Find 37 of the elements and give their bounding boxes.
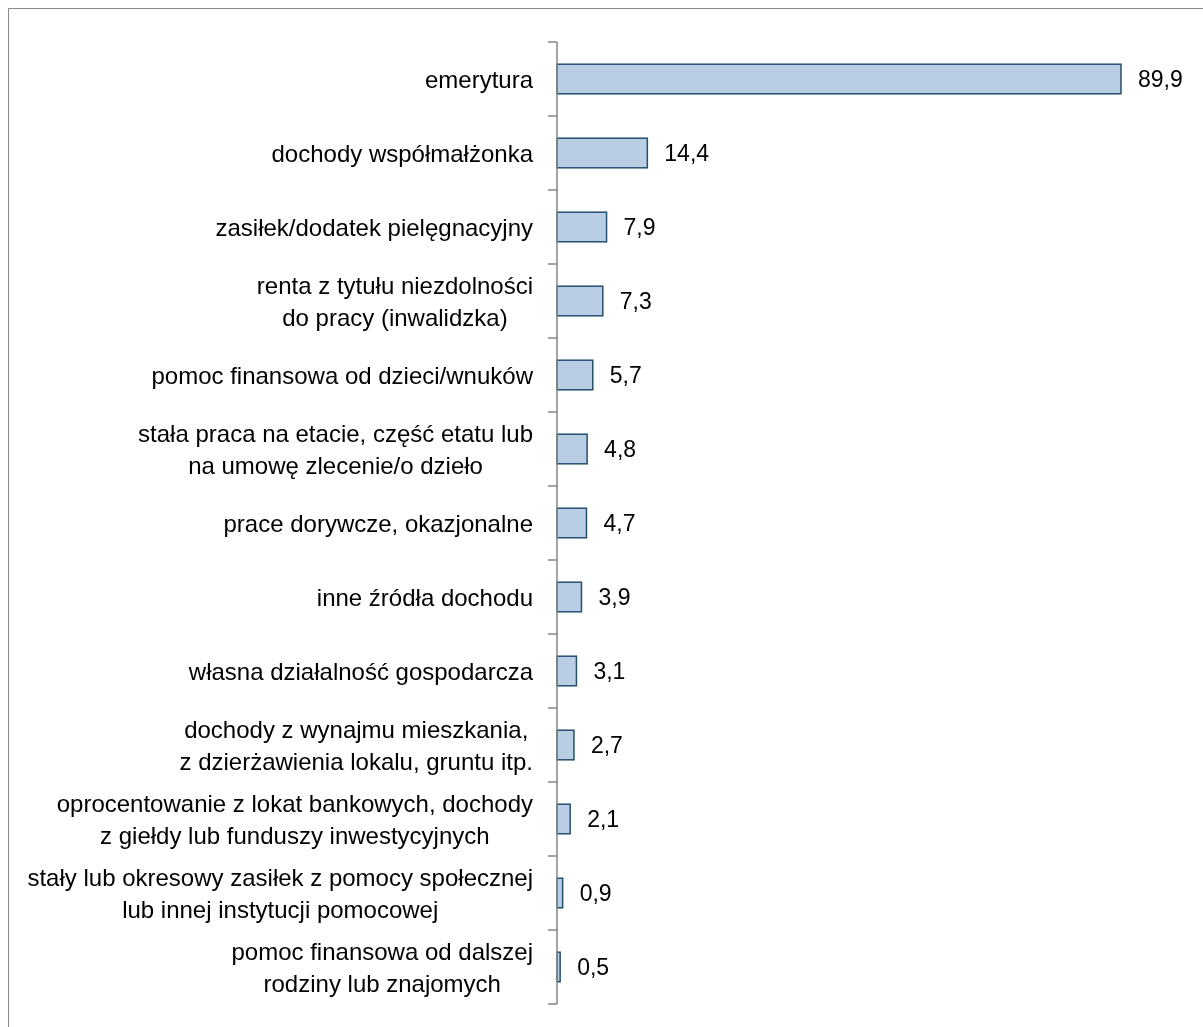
bar — [556, 285, 604, 317]
bar — [556, 137, 649, 169]
y-tick-label: stały lub okresowy zasiłek z pomocy społecznej lub innej instytucji pomocowej — [27, 863, 533, 923]
data-label: 3,9 — [598, 584, 631, 610]
data-label: 2,7 — [590, 732, 623, 758]
y-tick-label: inne źródła dochodu — [316, 583, 533, 611]
y-tick-label: oprocentowanie z lokat bankowych, dochody z giełdy lub funduszy inwestycyjnych — [56, 789, 533, 849]
y-tick-label: własna działalność gospodarcza — [187, 657, 534, 685]
bar — [556, 655, 578, 687]
data-label: 5,7 — [609, 362, 642, 388]
data-label: 14,4 — [664, 140, 710, 166]
y-tick-label: dochody z wynajmu mieszkania, z dzierżawienia lokalu, gruntu itp. — [179, 715, 533, 775]
data-label: 0,5 — [577, 954, 610, 980]
bar — [556, 211, 608, 243]
data-label: 89,9 — [1138, 66, 1183, 92]
y-tick-label: pomoc finansowa od dzieci/wnuków — [151, 361, 534, 389]
y-tick-label: pomoc finansowa od dalszej rodziny lub znajomych — [231, 937, 533, 997]
bar — [556, 433, 588, 465]
bar — [556, 729, 575, 761]
data-label: 4,7 — [603, 510, 636, 536]
y-tick-label: prace dorywcze, okazjonalne — [223, 509, 533, 537]
bar — [556, 359, 594, 391]
bar — [556, 507, 588, 539]
data-label: 2,1 — [587, 806, 620, 832]
data-label: 4,8 — [604, 436, 637, 462]
y-tick-label: renta z tytułu niezdolności do pracy (inwalidzka) — [256, 271, 533, 331]
y-tick-label: stała praca na etacie, część etatu lub na umowę zlecenie/o dzieło — [138, 419, 533, 479]
bar — [556, 803, 571, 835]
data-label: 0,9 — [579, 880, 612, 906]
data-label: 7,9 — [623, 214, 656, 240]
data-label: 3,1 — [593, 658, 626, 684]
y-tick-label: emerytura — [424, 65, 534, 93]
y-tick-label: dochody współmałżonka — [271, 139, 534, 167]
bar — [556, 63, 1122, 95]
data-label: 7,3 — [619, 288, 652, 314]
y-tick-label: zasiłek/dodatek pielęgnacyjny — [215, 213, 533, 241]
bar — [556, 581, 583, 613]
